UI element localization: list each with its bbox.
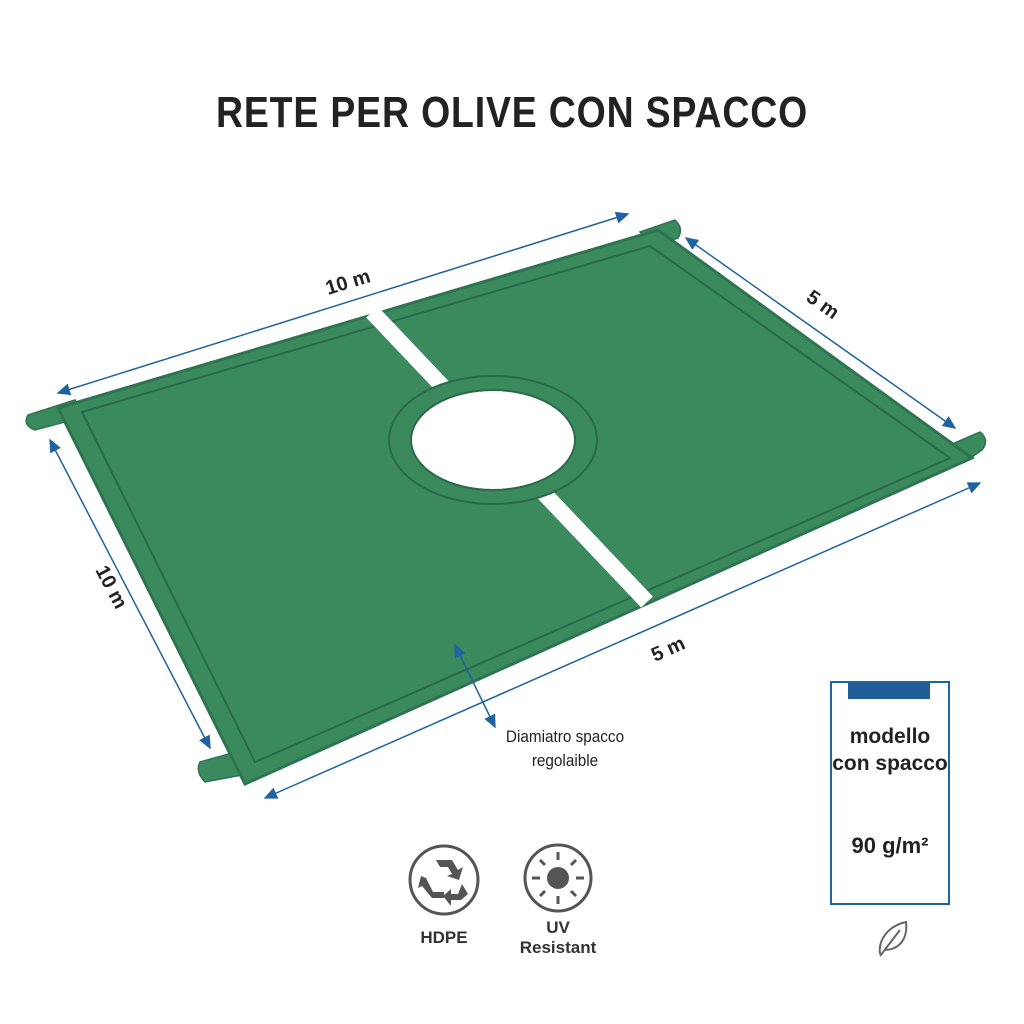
leaf-icon: [878, 920, 908, 957]
dimension-label-right: 5 m: [802, 286, 843, 324]
dimension-label-top: 10 m: [323, 265, 373, 299]
spec-card-tab: [848, 683, 930, 699]
sun-icon: [523, 843, 593, 913]
callout-arrow: [454, 643, 496, 729]
dimension-line-right: [684, 237, 957, 429]
uv-label-line2: Resistant: [519, 938, 597, 957]
spec-weight: 90 g/m²: [851, 833, 929, 858]
callout-line1: Diamiatro spacco: [505, 727, 625, 746]
recycle-icon: [408, 844, 480, 916]
dimension-label-left: 10 m: [91, 562, 132, 613]
spec-card: modello con spacco 90 g/m²: [830, 681, 950, 905]
hdpe-label: HDPE: [420, 928, 468, 947]
page-title: RETE PER OLIVE CON SPACCO: [215, 88, 809, 137]
dimension-label-bottom: 5 m: [648, 632, 688, 666]
spec-model-line1: modello: [849, 725, 931, 748]
dimension-line-left: [49, 438, 211, 750]
callout-line2: regolaible: [531, 751, 599, 770]
net-hole: [410, 389, 576, 491]
uv-label-line1: UV: [546, 918, 570, 937]
dimension-line-top: [56, 211, 630, 396]
hole-diameter-callout: Diamiatro spacco regolaible: [498, 725, 633, 773]
dimension-line-bottom: [263, 482, 982, 799]
spec-model-line2: con spacco: [832, 752, 948, 775]
uv-resistant-label: UV Resistant: [498, 918, 618, 958]
spec-model: modello con spacco: [832, 723, 948, 777]
